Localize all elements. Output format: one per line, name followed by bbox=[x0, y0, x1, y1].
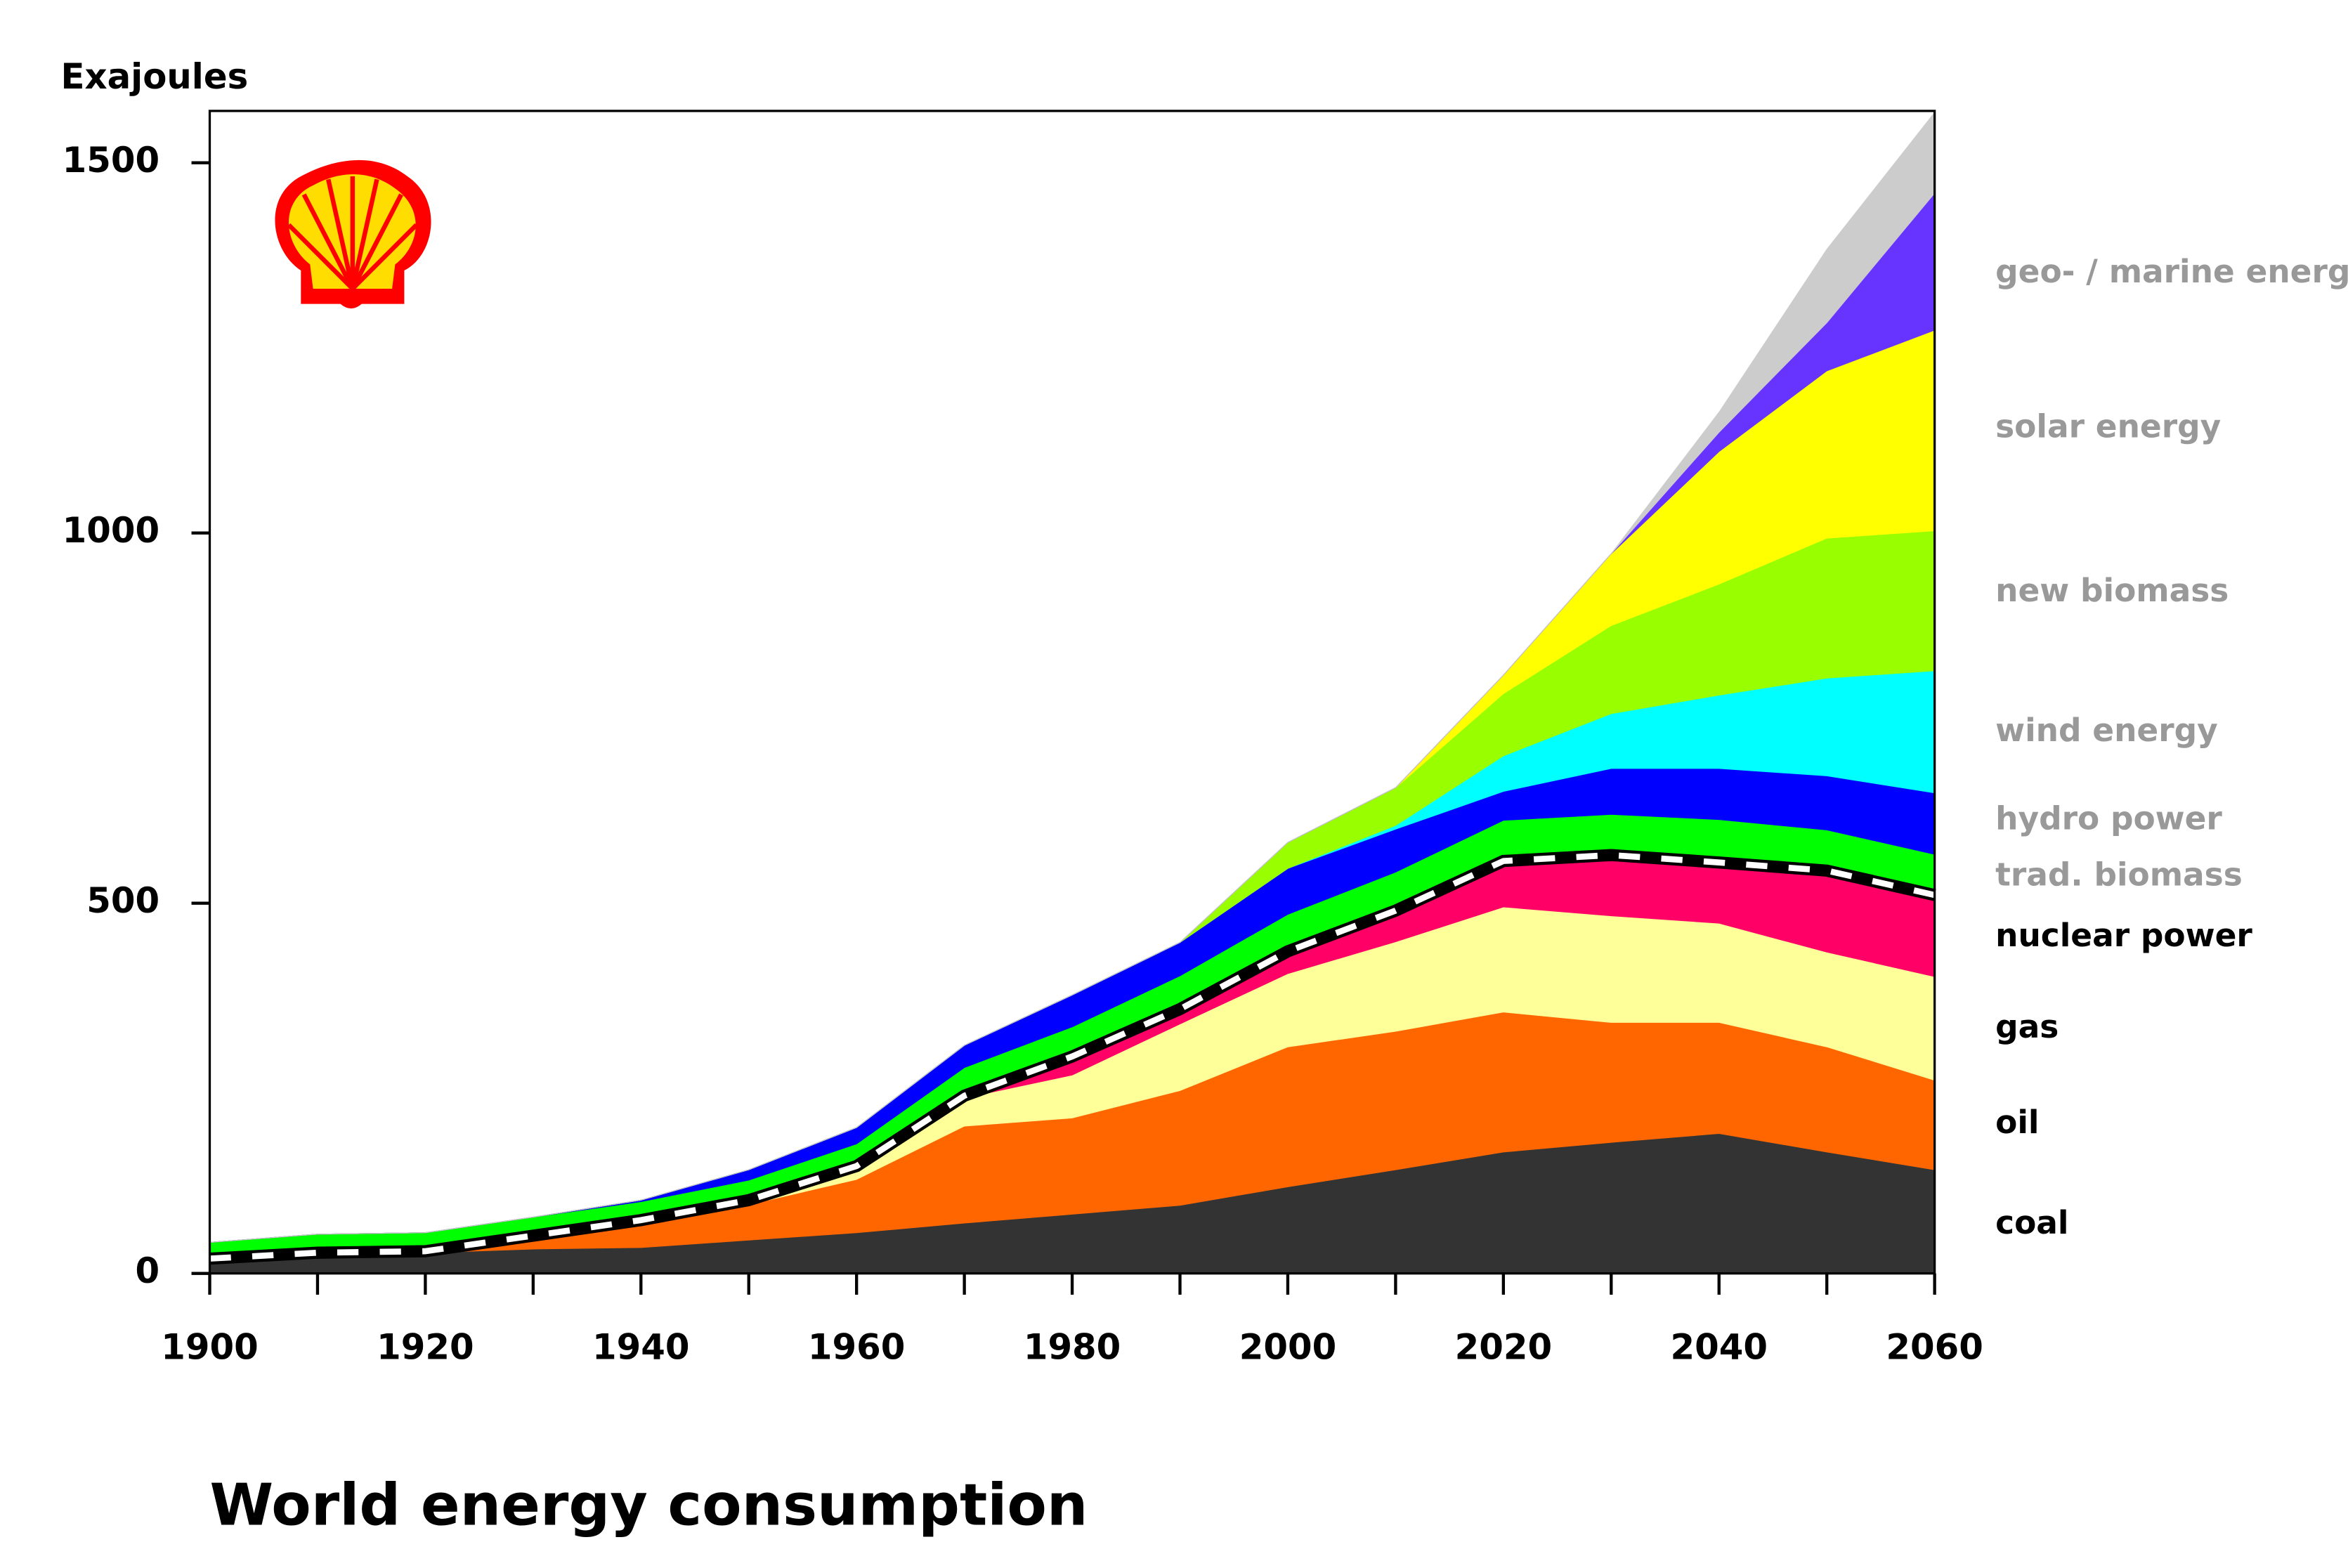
logo-ribs bbox=[287, 176, 418, 291]
x-tick-label: 2020 bbox=[1455, 1326, 1552, 1367]
logo bbox=[275, 159, 431, 309]
y-tick-label: 0 bbox=[136, 1250, 160, 1291]
series-label: wind energy bbox=[1995, 712, 2218, 749]
series-label: trad. biomass bbox=[1995, 856, 2243, 894]
x-tick-label: 1940 bbox=[592, 1326, 689, 1367]
series-label: new biomass bbox=[1995, 572, 2229, 609]
y-axis-label: Exajoules bbox=[61, 56, 249, 97]
x-tick-label: 1920 bbox=[377, 1326, 474, 1367]
y-tick-label: 1000 bbox=[63, 510, 159, 551]
y-tick-label: 1500 bbox=[63, 140, 159, 181]
y-tick-label: 500 bbox=[86, 880, 159, 921]
series-label: solar energy bbox=[1995, 407, 2221, 445]
chart-title: World energy consumption bbox=[210, 1472, 1088, 1538]
boundary-dash bbox=[209, 851, 1936, 1262]
series-label: hydro power bbox=[1995, 800, 2222, 837]
x-tick-label: 2000 bbox=[1239, 1326, 1336, 1367]
x-tick-label: 1980 bbox=[1024, 1326, 1121, 1367]
series-label: coal bbox=[1995, 1204, 2068, 1241]
x-tick-label: 1900 bbox=[161, 1326, 258, 1367]
series-label: gas bbox=[1995, 1008, 2059, 1045]
series-label: oil bbox=[1995, 1104, 2039, 1141]
series-label: nuclear power bbox=[1995, 917, 2252, 954]
x-tick-label: 2040 bbox=[1671, 1326, 1768, 1367]
series-label: geo- / marine energy bbox=[1995, 253, 2348, 290]
x-tick-label: 2060 bbox=[1886, 1326, 1983, 1367]
x-tick-label: 1960 bbox=[808, 1326, 905, 1367]
